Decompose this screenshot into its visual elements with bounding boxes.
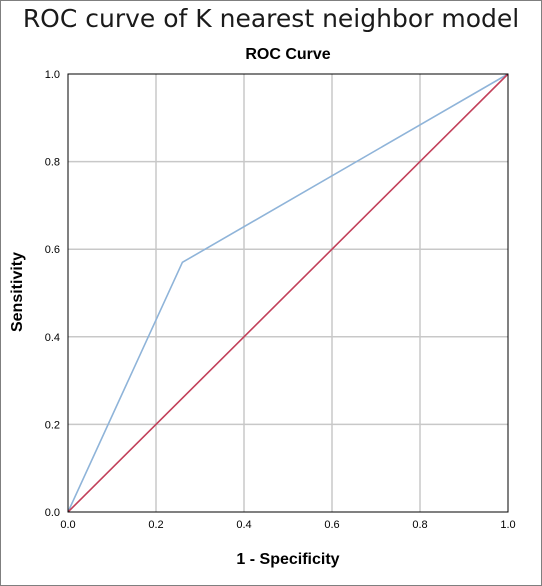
- x-tick-label: 0.2: [148, 519, 163, 531]
- x-tick-label: 1.0: [500, 519, 515, 531]
- y-tick-labels: 0.0 0.2 0.4 0.6 0.8 1.0: [45, 69, 60, 519]
- series-group: [67, 73, 509, 513]
- y-tick-label: 0.4: [45, 332, 60, 344]
- y-tick-label: 0.0: [45, 507, 60, 519]
- figure-title: ROC curve of K nearest neighbor model: [22, 4, 520, 33]
- y-tick-label: 0.8: [45, 157, 60, 169]
- chart-title: ROC Curve: [245, 46, 331, 63]
- x-tick-label: 0.0: [60, 519, 75, 531]
- x-tick-label: 0.8: [412, 519, 427, 531]
- x-tick-label: 0.6: [324, 519, 339, 531]
- plot-border: [67, 73, 509, 513]
- y-tick-label: 1.0: [45, 69, 60, 81]
- y-tick-label: 0.2: [45, 419, 60, 431]
- roc-curve-line: [67, 73, 509, 513]
- y-tick-label: 0.6: [45, 244, 60, 256]
- grid-lines: [68, 74, 508, 512]
- reference-diagonal-line: [67, 73, 509, 513]
- x-tick-label: 0.4: [236, 519, 251, 531]
- x-axis-label: 1 - Specificity: [236, 551, 340, 568]
- x-tick-labels: 0.0 0.2 0.4 0.6 0.8 1.0: [60, 519, 515, 531]
